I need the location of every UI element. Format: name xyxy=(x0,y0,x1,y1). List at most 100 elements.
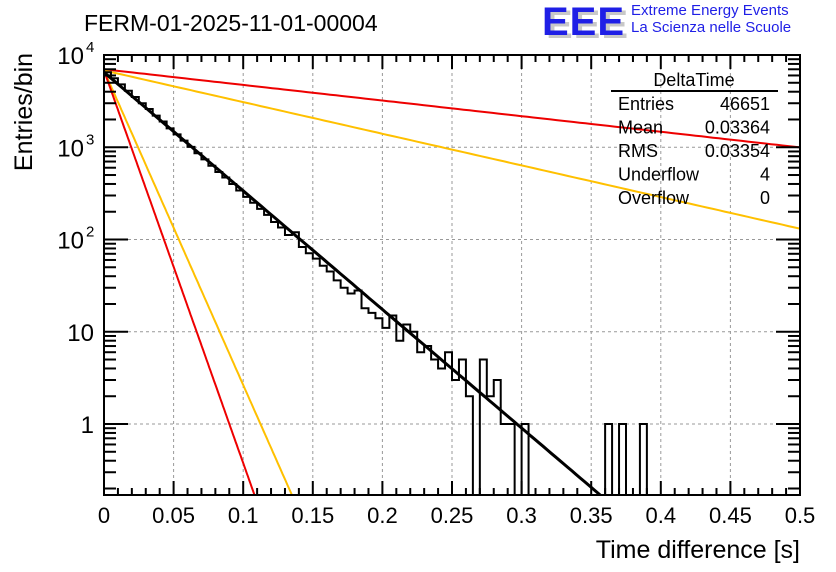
histogram-bin xyxy=(508,424,515,495)
grid-lines xyxy=(104,55,800,495)
histogram-bin xyxy=(285,235,292,495)
histogram-bin xyxy=(480,360,487,495)
histogram-bin xyxy=(313,259,320,495)
stats-title: DeltaTime xyxy=(653,70,734,90)
histogram-bin xyxy=(375,318,382,495)
histogram-bin xyxy=(181,141,188,495)
histogram-bin xyxy=(348,293,355,495)
histogram-bin xyxy=(264,215,271,495)
histogram-bin xyxy=(153,116,160,495)
histogram-bin xyxy=(320,266,327,495)
histogram-bin xyxy=(334,280,341,495)
y-tick-label: 10 xyxy=(57,43,84,70)
y-tick-label: 10 xyxy=(57,228,84,255)
histogram-outline xyxy=(104,71,800,495)
histogram-bin xyxy=(208,166,215,495)
histogram-bin xyxy=(278,227,285,495)
histogram-bin xyxy=(501,424,508,495)
stats-label: Overflow xyxy=(618,188,690,208)
histogram-bin xyxy=(410,332,417,495)
histogram-bin xyxy=(494,380,501,495)
upper-bound-yellow-curve xyxy=(104,69,800,230)
histogram-bin xyxy=(229,184,236,495)
x-tick-label: 0.5 xyxy=(785,503,816,528)
y-tick-exponent: 3 xyxy=(86,131,94,148)
histogram-bin xyxy=(452,380,459,495)
x-tick-label: 0.25 xyxy=(431,503,474,528)
histogram-bin xyxy=(306,253,313,495)
stats-label: Underflow xyxy=(618,165,700,185)
y-tick-label: 1 xyxy=(81,412,94,439)
fit-curve xyxy=(104,71,602,495)
stats-value: 4 xyxy=(760,165,770,185)
histogram-bin xyxy=(438,368,445,495)
histogram-bin xyxy=(487,396,494,495)
histogram-bin xyxy=(194,153,201,495)
upper-bound-red-curve xyxy=(104,68,800,149)
stats-label: RMS xyxy=(618,141,658,161)
histogram-bin xyxy=(341,288,348,495)
histogram-bin xyxy=(389,316,396,495)
chart-title: FERM-01-2025-11-01-00004 xyxy=(84,10,378,36)
histogram-bin xyxy=(243,197,250,495)
histogram-bin xyxy=(222,178,229,495)
x-axis-label: Time difference [s] xyxy=(596,536,800,564)
histogram-bin xyxy=(382,328,389,495)
y-axis-label: Entries/bin xyxy=(10,53,38,171)
y-tick-exponent: 2 xyxy=(86,224,94,241)
histogram-bin xyxy=(424,346,431,495)
histogram-bin xyxy=(167,128,174,495)
x-tick-label: 0 xyxy=(98,503,110,528)
stats-value: 0.03354 xyxy=(705,141,770,161)
histogram-bin xyxy=(250,203,257,495)
histogram-bin xyxy=(160,122,167,495)
axes: 0 0.05 0.1 0.15 0.2 0.25 0.3 0.35 0.4 0.45 0.5 1 10 1… xyxy=(57,39,815,528)
logo-line-2: La Scienza nelle Scuole xyxy=(631,19,792,36)
histogram-bin xyxy=(257,209,264,495)
histogram-bin xyxy=(292,232,299,495)
histogram-bin xyxy=(466,396,473,495)
lower-bound-yellow-curve xyxy=(104,70,293,495)
x-tick-label: 0.45 xyxy=(709,503,752,528)
x-tick-label: 0.4 xyxy=(646,503,677,528)
histogram-bin xyxy=(118,84,125,495)
y-tick-label: 10 xyxy=(57,135,84,162)
histogram-bin xyxy=(355,291,362,495)
histogram-bin xyxy=(125,91,132,495)
x-tick-label: 0.15 xyxy=(291,503,334,528)
histogram-bin xyxy=(104,72,111,495)
histogram-bin xyxy=(299,247,306,495)
stats-box: DeltaTime Entries 46651 Mean 0.03364 RMS 0.033… xyxy=(611,70,778,208)
x-tick-label: 0.3 xyxy=(506,503,537,528)
eee-logo-text: Extreme Energy Events La Scienza nelle S… xyxy=(631,2,791,36)
y-tick-label: 10 xyxy=(67,320,94,347)
histogram-bin xyxy=(640,424,647,495)
histogram-bin xyxy=(403,324,410,495)
histogram-bin xyxy=(201,159,208,495)
x-tick-label: 0.1 xyxy=(228,503,259,528)
lower-bound-red-curve xyxy=(104,70,256,495)
histogram-bin xyxy=(396,341,403,495)
histogram-bin xyxy=(605,424,612,495)
logo-line-1: Extreme Energy Events xyxy=(631,2,789,19)
histogram-bin xyxy=(619,424,626,495)
stats-value: 0.03364 xyxy=(705,118,770,138)
x-tick-label: 0.05 xyxy=(152,503,195,528)
histogram-bin xyxy=(431,360,438,495)
stats-label: Entries xyxy=(618,94,674,114)
histogram-bin xyxy=(368,313,375,495)
histogram-bin xyxy=(174,134,181,495)
x-tick-label: 0.2 xyxy=(367,503,398,528)
histogram-bin xyxy=(362,308,369,495)
x-tick-label: 0.35 xyxy=(570,503,613,528)
histogram-bin xyxy=(327,271,334,495)
histogram-bars xyxy=(104,71,800,495)
stats-value: 46651 xyxy=(720,94,770,114)
fit-curve-group xyxy=(104,71,602,495)
y-tick-exponent: 4 xyxy=(86,39,94,56)
stats-value: 0 xyxy=(760,188,770,208)
stats-label: Mean xyxy=(618,118,663,138)
bound-curves xyxy=(104,68,800,495)
eee-logo-mark: EEE xyxy=(542,0,626,44)
